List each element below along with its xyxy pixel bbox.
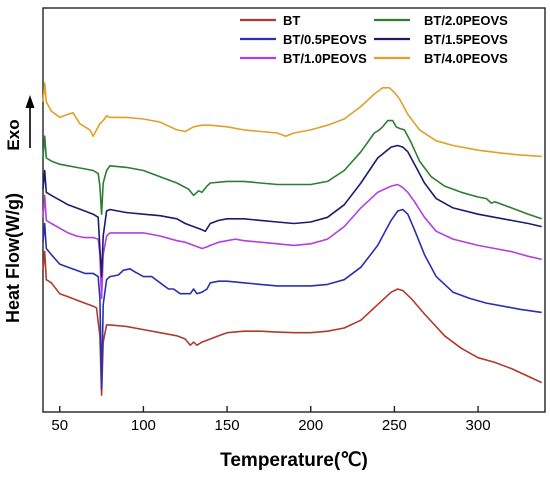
x-tick-label: 50 — [51, 417, 68, 434]
legend-item: BT/2.0PEOVS — [374, 13, 508, 28]
exo-label: Exo — [4, 119, 23, 150]
legend-label: BT/4.0PEOVS — [424, 51, 508, 66]
legend-item: BT — [240, 13, 300, 28]
legend-item: BT/4.0PEOVS — [374, 51, 508, 66]
legend-item: BT/0.5PEOVS — [240, 32, 367, 47]
legend: BT BT/0.5PEOVS BT/1.0PEOVS BT/1.5PEOVS BT/2.… — [240, 13, 508, 66]
series-line-3 — [42, 183, 542, 300]
legend-label: BT/0.5PEOVS — [283, 32, 367, 47]
legend-item: BT/1.0PEOVS — [240, 51, 367, 66]
series-line-6 — [42, 82, 542, 158]
series-layer — [42, 82, 543, 396]
legend-label: BT/1.5PEOVS — [424, 32, 508, 47]
y-axis-label: Heat Flow(W/g) — [3, 193, 23, 323]
x-tick-label: 250 — [382, 417, 407, 434]
x-tick-label: 150 — [215, 417, 240, 434]
series-line-5 — [42, 119, 542, 220]
x-tick-label: 300 — [466, 417, 491, 434]
legend-item: BT/1.5PEOVS — [374, 32, 508, 47]
series-line-2 — [42, 208, 542, 390]
exo-arrow — [25, 95, 35, 148]
x-tick-label: 200 — [298, 417, 323, 434]
x-tick-label: 100 — [131, 417, 156, 434]
series-line-1 — [42, 250, 543, 396]
legend-label: BT — [283, 13, 300, 28]
x-axis-label: Temperature(℃) — [220, 450, 368, 471]
legend-label: BT/2.0PEOVS — [424, 13, 508, 28]
legend-label: BT/1.0PEOVS — [283, 51, 367, 66]
series-line-4 — [42, 144, 542, 278]
exo-arrow-head — [25, 95, 35, 108]
x-axis-ticks: 50 100 150 200 250 300 — [51, 406, 491, 434]
